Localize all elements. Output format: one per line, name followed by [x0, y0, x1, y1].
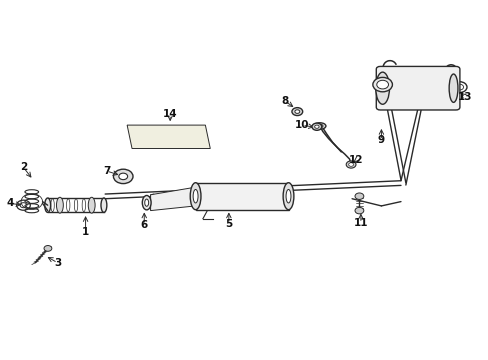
Ellipse shape [113, 169, 133, 184]
Text: 11: 11 [353, 218, 367, 228]
Circle shape [354, 193, 363, 199]
Ellipse shape [45, 198, 51, 212]
Polygon shape [150, 187, 198, 211]
Text: 5: 5 [225, 219, 232, 229]
Ellipse shape [314, 125, 318, 129]
Polygon shape [127, 125, 210, 149]
Ellipse shape [101, 198, 106, 212]
Ellipse shape [316, 124, 322, 128]
Ellipse shape [88, 197, 95, 213]
Ellipse shape [313, 123, 325, 129]
Ellipse shape [448, 74, 457, 102]
Text: 10: 10 [294, 120, 309, 130]
Ellipse shape [372, 77, 391, 92]
Text: 3: 3 [54, 258, 61, 268]
Text: 1: 1 [82, 227, 89, 237]
Polygon shape [150, 194, 154, 211]
Ellipse shape [56, 197, 63, 213]
Bar [195, 183, 288, 210]
Ellipse shape [142, 195, 151, 210]
Text: 4: 4 [6, 198, 14, 208]
Ellipse shape [283, 183, 293, 210]
Text: 7: 7 [102, 166, 110, 176]
Ellipse shape [294, 110, 299, 113]
Circle shape [354, 207, 363, 214]
Text: 13: 13 [457, 92, 472, 102]
Ellipse shape [311, 123, 321, 130]
Ellipse shape [193, 189, 198, 203]
Text: 6: 6 [141, 220, 147, 230]
Text: 8: 8 [281, 96, 287, 106]
Ellipse shape [375, 72, 388, 104]
Text: 12: 12 [348, 155, 363, 165]
Circle shape [44, 246, 52, 251]
Circle shape [348, 163, 353, 166]
Text: 14: 14 [163, 109, 177, 120]
Ellipse shape [285, 189, 290, 203]
Text: 9: 9 [377, 135, 384, 145]
Circle shape [346, 161, 355, 168]
Ellipse shape [376, 80, 387, 89]
Ellipse shape [291, 108, 302, 116]
Ellipse shape [119, 173, 127, 180]
Ellipse shape [144, 199, 148, 206]
Text: 2: 2 [20, 162, 27, 172]
Ellipse shape [190, 183, 201, 210]
FancyBboxPatch shape [376, 67, 459, 110]
